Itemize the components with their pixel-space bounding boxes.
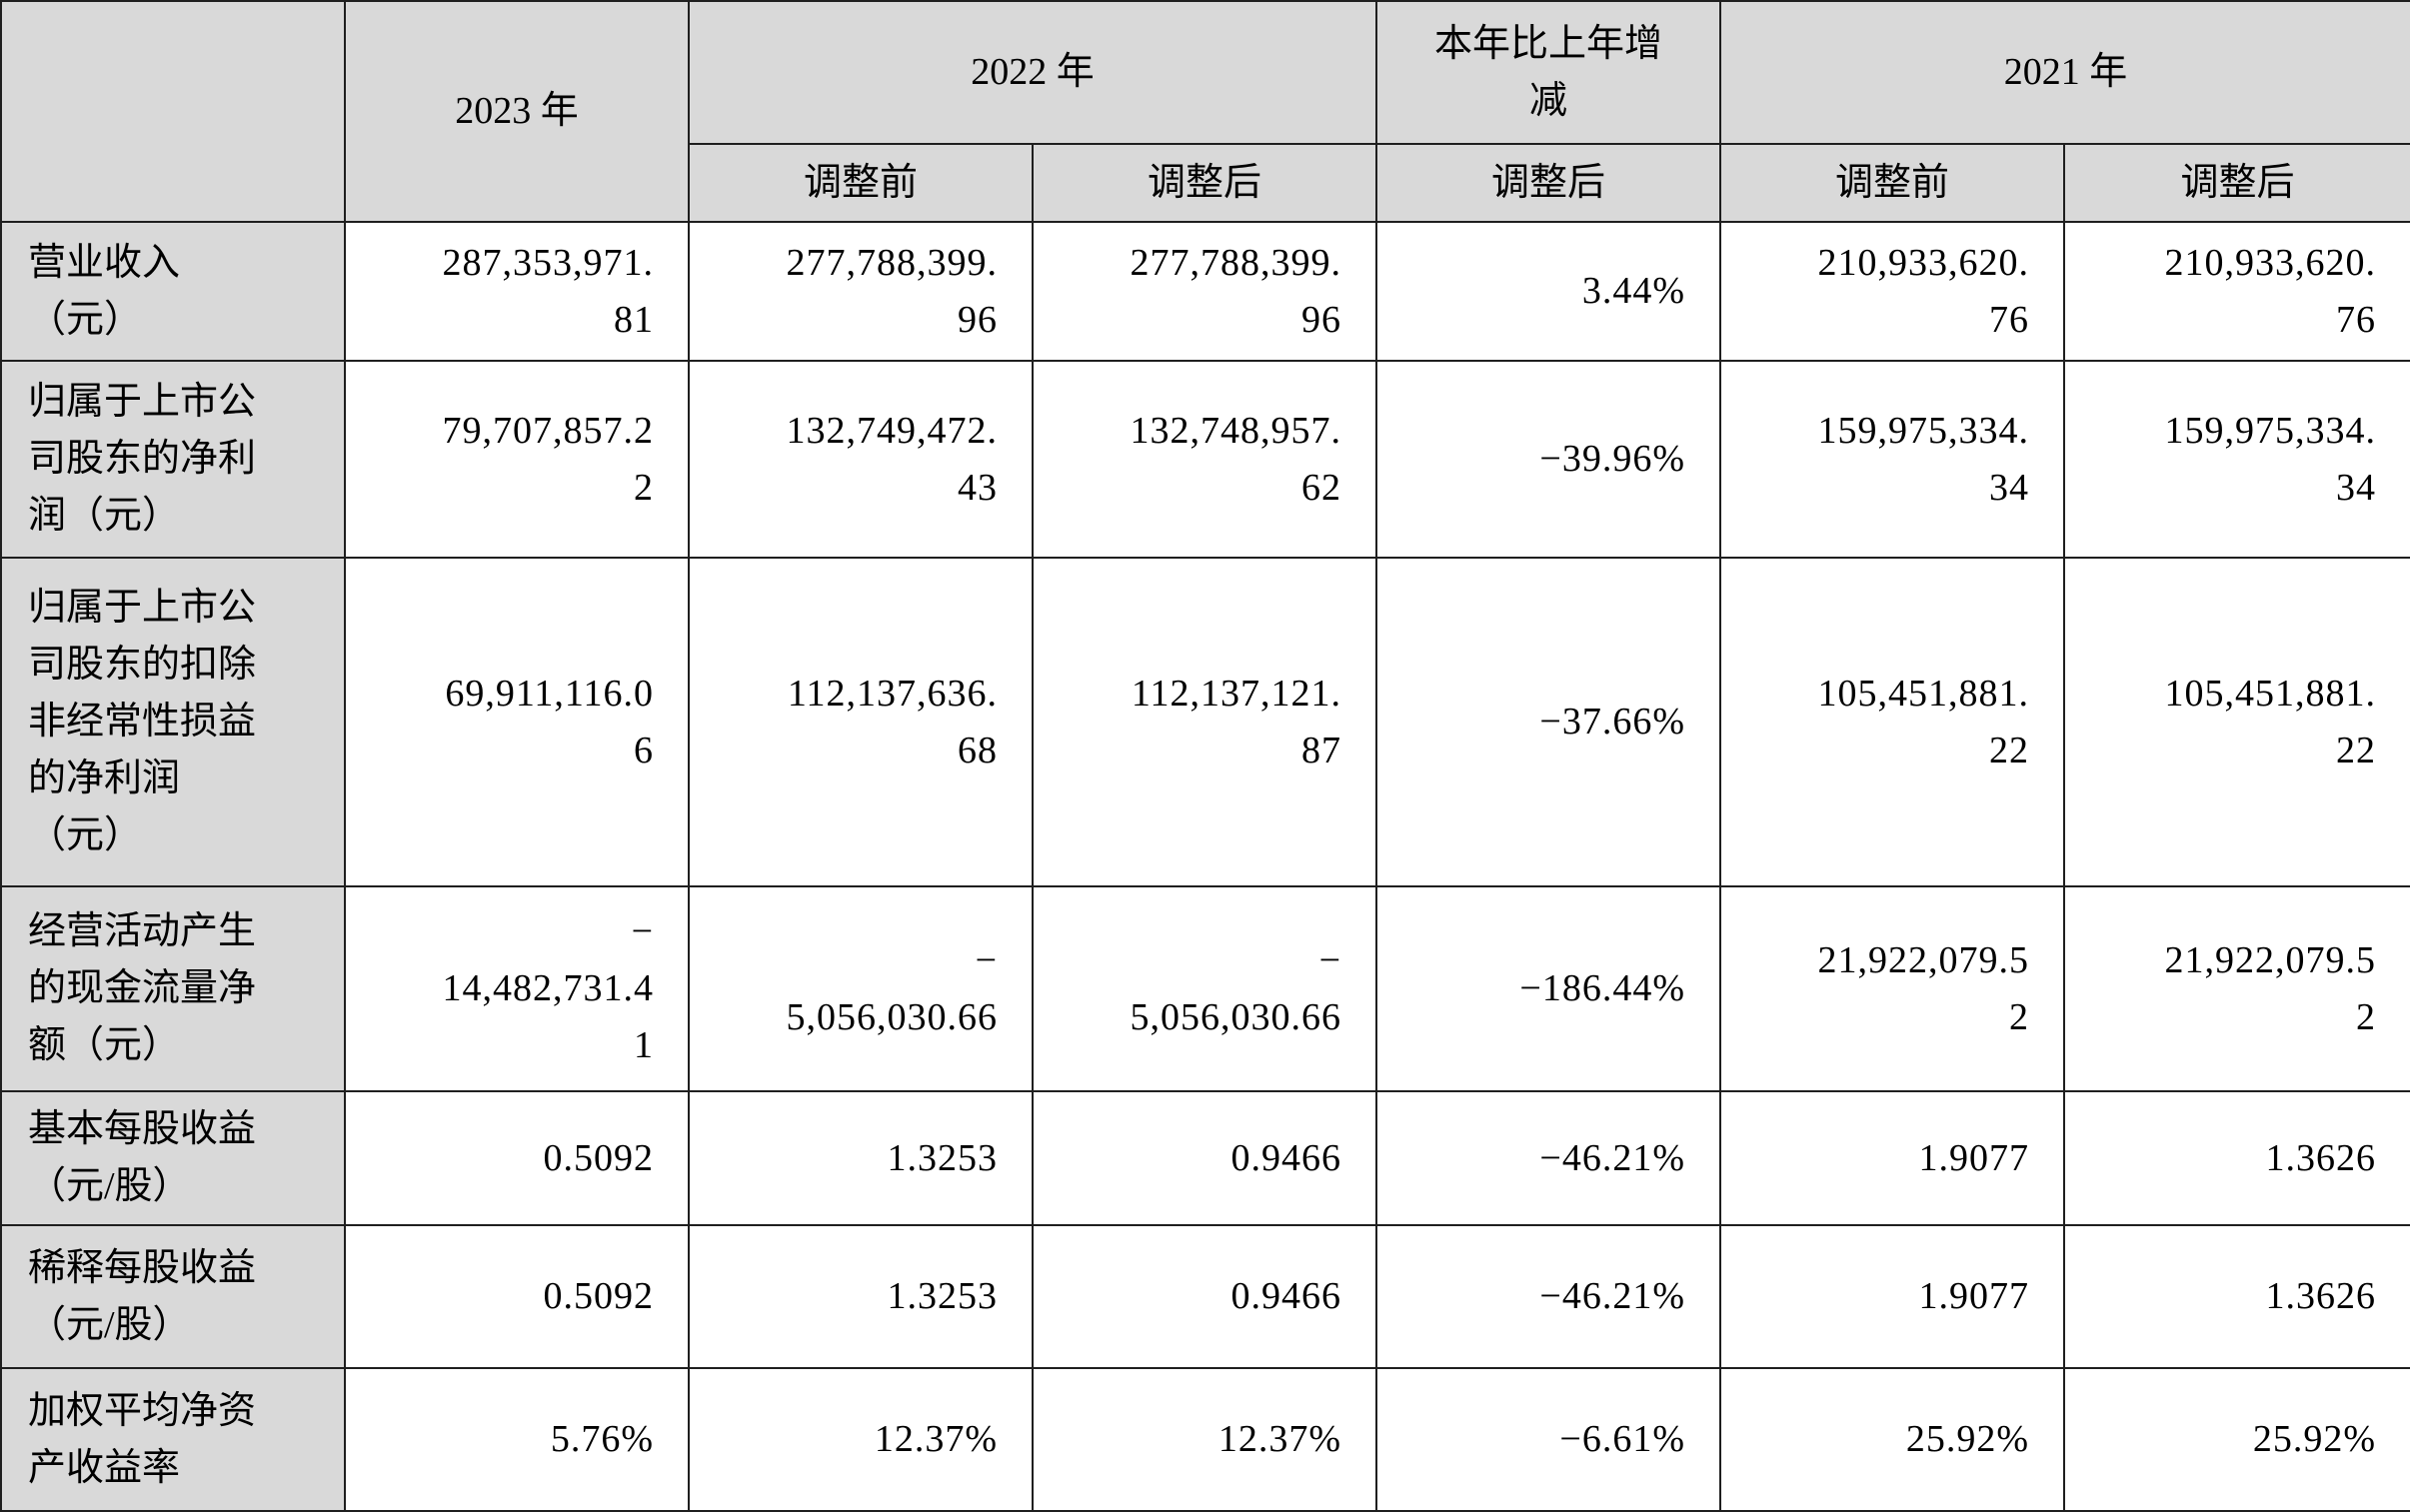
cell-change: −39.96% <box>1375 360 1722 559</box>
cell-change: −186.44% <box>1375 885 1722 1092</box>
cell-2022-before: − 5,056,030.66 <box>688 885 1034 1092</box>
cell-2021-before: 1.9077 <box>1719 1224 2066 1369</box>
cell-2022-before: 1.3253 <box>688 1224 1034 1369</box>
cell-2021-before: 1.9077 <box>1719 1090 2066 1226</box>
cell-2023: − 14,482,731.4 1 <box>344 885 690 1092</box>
table-row-weighted-avg-roe: 加权平均净资 产收益率 5.76% 12.37% 12.37% −6.61% 2… <box>0 1367 2410 1512</box>
cell-2022-before: 1.3253 <box>688 1090 1034 1226</box>
cell-2023: 5.76% <box>344 1367 690 1512</box>
cell-2022-after: 0.9466 <box>1031 1224 1378 1369</box>
cell-2021-after: 159,975,334. 34 <box>2063 360 2410 559</box>
cell-2021-before: 159,975,334. 34 <box>1719 360 2066 559</box>
row-label: 营业收入 （元） <box>0 221 346 362</box>
cell-2021-after: 1.3626 <box>2063 1090 2410 1226</box>
cell-2021-before: 21,922,079.5 2 <box>1719 885 2066 1092</box>
cell-change: −46.21% <box>1375 1224 1722 1369</box>
cell-2023: 0.5092 <box>344 1090 690 1226</box>
cell-2022-after: 112,137,121. 87 <box>1031 557 1378 887</box>
cell-2023: 287,353,971. 81 <box>344 221 690 362</box>
table-row-diluted-eps: 稀释每股收益 （元/股） 0.5092 1.3253 0.9466 −46.21… <box>0 1224 2410 1369</box>
cell-2022-after: 132,748,957. 62 <box>1031 360 1378 559</box>
cell-change: −6.61% <box>1375 1367 1722 1512</box>
subheader-2021-before-adjust: 调整前 <box>1719 143 2066 223</box>
subheader-change-after-adjust: 调整后 <box>1375 143 1722 223</box>
header-change-vs-prior-year: 本年比上年增 减 <box>1375 0 1722 145</box>
table-row-operating-cash-flow: 经营活动产生 的现金流量净 额（元） − 14,482,731.4 1 − 5,… <box>0 885 2410 1092</box>
cell-2022-after: 277,788,399. 96 <box>1031 221 1378 362</box>
cell-change: 3.44% <box>1375 221 1722 362</box>
cell-2022-before: 12.37% <box>688 1367 1034 1512</box>
subheader-2022-before-adjust: 调整前 <box>688 143 1034 223</box>
cell-2022-after: − 5,056,030.66 <box>1031 885 1378 1092</box>
cell-2022-before: 132,749,472. 43 <box>688 360 1034 559</box>
table-row-operating-revenue: 营业收入 （元） 287,353,971. 81 277,788,399. 96… <box>0 221 2410 362</box>
table-row-net-profit-excl-nonrecurring: 归属于上市公 司股东的扣除 非经常性损益 的净利润 （元） 69,911,116… <box>0 557 2410 887</box>
cell-2021-before: 105,451,881. 22 <box>1719 557 2066 887</box>
cell-change: −46.21% <box>1375 1090 1722 1226</box>
header-year-2023: 2023 年 <box>344 0 690 223</box>
cell-2021-after: 105,451,881. 22 <box>2063 557 2410 887</box>
row-label: 稀释每股收益 （元/股） <box>0 1224 346 1369</box>
table-row-basic-eps: 基本每股收益 （元/股） 0.5092 1.3253 0.9466 −46.21… <box>0 1090 2410 1226</box>
header-year-2021: 2021 年 <box>1719 0 2410 145</box>
cell-change: −37.66% <box>1375 557 1722 887</box>
cell-2021-after: 1.3626 <box>2063 1224 2410 1369</box>
row-label: 加权平均净资 产收益率 <box>0 1367 346 1512</box>
table-row-net-profit-attributable: 归属于上市公 司股东的净利 润（元） 79,707,857.2 2 132,74… <box>0 360 2410 559</box>
row-label: 归属于上市公 司股东的净利 润（元） <box>0 360 346 559</box>
cell-2021-before: 210,933,620. 76 <box>1719 221 2066 362</box>
subheader-2022-after-adjust: 调整后 <box>1031 143 1378 223</box>
row-label: 经营活动产生 的现金流量净 额（元） <box>0 885 346 1092</box>
subheader-2021-after-adjust: 调整后 <box>2063 143 2410 223</box>
cell-2022-after: 12.37% <box>1031 1367 1378 1512</box>
cell-2023: 0.5092 <box>344 1224 690 1369</box>
cell-2021-before: 25.92% <box>1719 1367 2066 1512</box>
cell-2023: 79,707,857.2 2 <box>344 360 690 559</box>
cell-2021-after: 210,933,620. 76 <box>2063 221 2410 362</box>
cell-2023: 69,911,116.0 6 <box>344 557 690 887</box>
row-label: 基本每股收益 （元/股） <box>0 1090 346 1226</box>
corner-cell <box>0 0 346 223</box>
cell-2021-after: 21,922,079.5 2 <box>2063 885 2410 1092</box>
cell-2021-after: 25.92% <box>2063 1367 2410 1512</box>
row-label: 归属于上市公 司股东的扣除 非经常性损益 的净利润 （元） <box>0 557 346 887</box>
cell-2022-before: 112,137,636. 68 <box>688 557 1034 887</box>
cell-2022-before: 277,788,399. 96 <box>688 221 1034 362</box>
header-year-2022: 2022 年 <box>687 0 1378 145</box>
cell-2022-after: 0.9466 <box>1031 1090 1378 1226</box>
